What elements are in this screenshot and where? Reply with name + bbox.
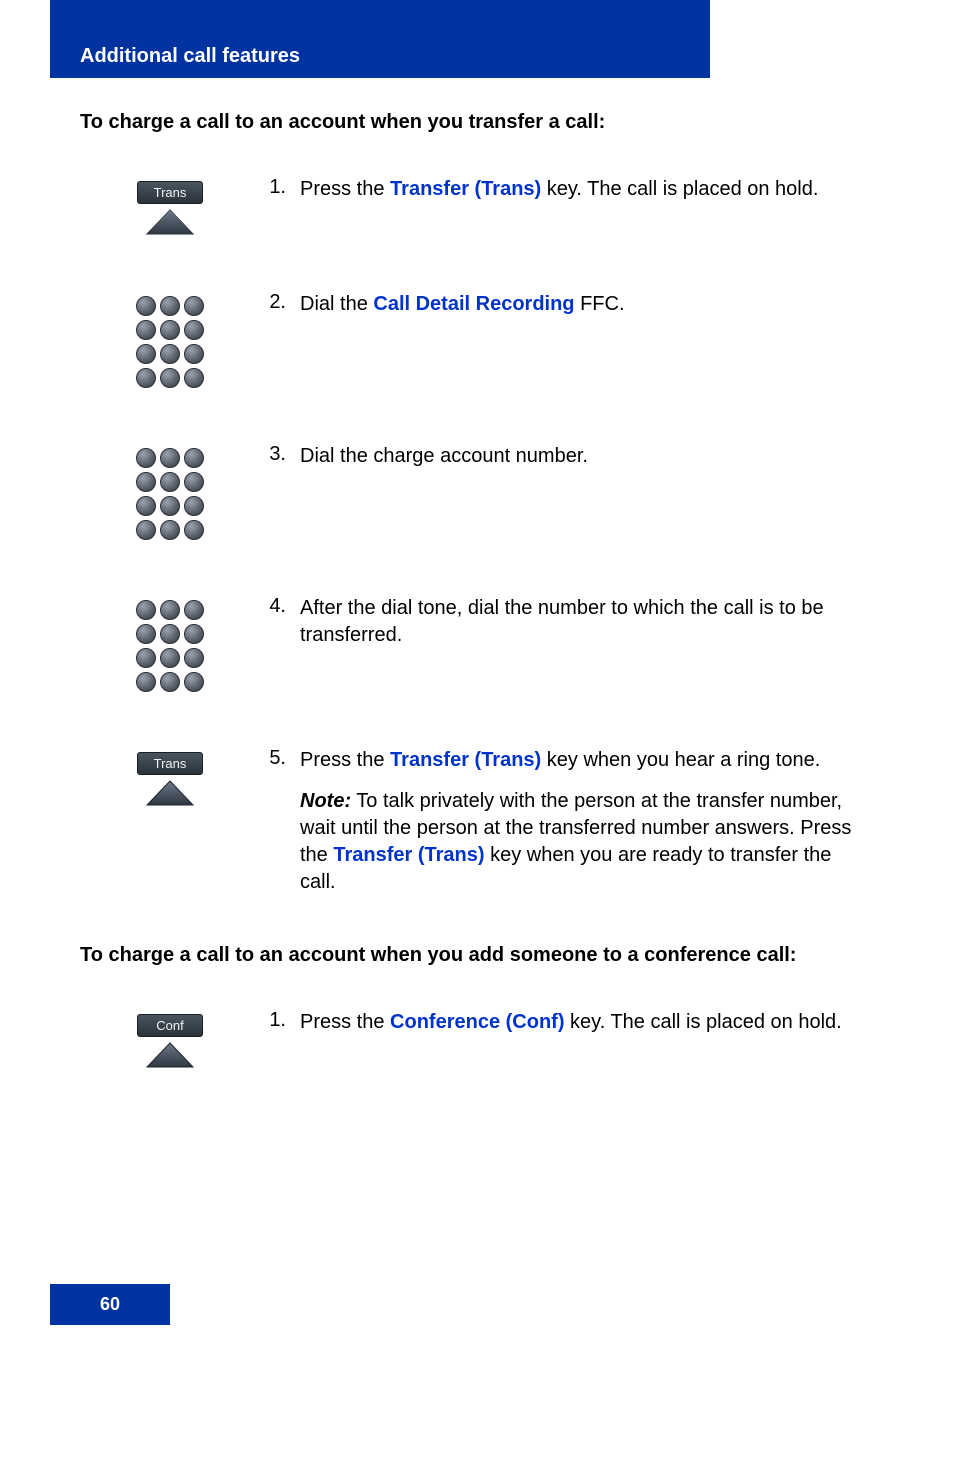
key-dot (136, 472, 156, 492)
key-dot (184, 368, 204, 388)
softkey-trans: Trans (137, 181, 203, 236)
key-dot (160, 344, 180, 364)
step-row: Trans 5. Press the Transfer (Trans) key … (80, 747, 854, 896)
step-text: Press the Transfer (Trans) key. The call… (300, 176, 854, 203)
key-dot (184, 672, 204, 692)
key-dot (160, 320, 180, 340)
key-dot (136, 344, 156, 364)
key-dot (136, 320, 156, 340)
icon-column (80, 595, 260, 692)
step-post: key. The call is placed on hold. (565, 1011, 842, 1033)
step-pre: After the dial tone, dial the number to … (300, 597, 824, 646)
key-dot (184, 320, 204, 340)
step-number: 1. (260, 176, 300, 199)
key-dot (160, 472, 180, 492)
step-link: Conference (Conf) (390, 1011, 564, 1033)
bottom-spacer (0, 1164, 954, 1284)
softkey-trans: Trans (137, 752, 203, 807)
step-text: Press the Conference (Conf) key. The cal… (300, 1009, 854, 1036)
key-dot (184, 472, 204, 492)
icon-column (80, 443, 260, 540)
key-dot (160, 296, 180, 316)
key-dot (184, 648, 204, 668)
page-number: 60 (50, 1284, 170, 1325)
key-dot (136, 496, 156, 516)
step-text: Dial the charge account number. (300, 443, 854, 470)
note-link: Transfer (Trans) (333, 844, 484, 866)
keypad-icon (136, 296, 204, 388)
keypad-icon (136, 600, 204, 692)
softkey-label: Trans (137, 752, 203, 775)
step-number: 1. (260, 1009, 300, 1032)
section1-heading: To charge a call to an account when you … (80, 108, 854, 136)
icon-column: Trans (80, 747, 260, 807)
step-row: Trans 1. Press the Transfer (Trans) key.… (80, 176, 854, 236)
step-number: 3. (260, 443, 300, 466)
note-label: Note: (300, 790, 351, 812)
key-dot (136, 672, 156, 692)
page-number-text: 60 (100, 1294, 120, 1314)
key-dot (184, 496, 204, 516)
key-dot (136, 648, 156, 668)
step-number: 5. (260, 747, 300, 770)
triangle-up-icon (145, 208, 195, 236)
softkey-label: Trans (137, 181, 203, 204)
triangle-up-icon (145, 1041, 195, 1069)
step-pre: Press the (300, 178, 390, 200)
top-stripe (50, 0, 710, 35)
section-header-text: Additional call features (80, 45, 300, 67)
step-number: 4. (260, 595, 300, 618)
key-dot (160, 624, 180, 644)
step-post: key. The call is placed on hold. (541, 178, 818, 200)
step-text: After the dial tone, dial the number to … (300, 595, 854, 649)
key-dot (160, 448, 180, 468)
step-post: FFC. (575, 293, 625, 315)
key-dot (160, 368, 180, 388)
step-link: Transfer (Trans) (390, 178, 541, 200)
key-dot (136, 296, 156, 316)
key-dot (136, 368, 156, 388)
key-dot (160, 496, 180, 516)
icon-column: Trans (80, 176, 260, 236)
key-dot (184, 344, 204, 364)
step-link: Transfer (Trans) (390, 749, 541, 771)
page-content: To charge a call to an account when you … (0, 78, 954, 1164)
key-dot (136, 520, 156, 540)
step-number: 2. (260, 291, 300, 314)
key-dot (184, 600, 204, 620)
softkey-label: Conf (137, 1014, 203, 1037)
key-dot (160, 672, 180, 692)
step-post: key when you hear a ring tone. (541, 749, 820, 771)
key-dot (136, 600, 156, 620)
key-dot (160, 648, 180, 668)
step-text: Press the Transfer (Trans) key when you … (300, 747, 854, 896)
key-dot (184, 448, 204, 468)
step-row: 4. After the dial tone, dial the number … (80, 595, 854, 692)
icon-column (80, 291, 260, 388)
keypad-icon (136, 448, 204, 540)
key-dot (136, 624, 156, 644)
key-dot (184, 296, 204, 316)
step-pre: Press the (300, 1011, 390, 1033)
step-row: Conf 1. Press the Conference (Conf) key.… (80, 1009, 854, 1069)
key-dot (160, 520, 180, 540)
step-pre: Dial the charge account number. (300, 445, 588, 467)
key-dot (136, 448, 156, 468)
note-block: Note: To talk privately with the person … (300, 788, 854, 896)
icon-column: Conf (80, 1009, 260, 1069)
step-pre: Press the (300, 749, 390, 771)
step-pre: Dial the (300, 293, 373, 315)
step-row: 3. Dial the charge account number. (80, 443, 854, 540)
section2-heading: To charge a call to an account when you … (80, 941, 854, 969)
section-header: Additional call features (50, 35, 710, 78)
step-row: 2. Dial the Call Detail Recording FFC. (80, 291, 854, 388)
step-link: Call Detail Recording (373, 293, 574, 315)
key-dot (184, 520, 204, 540)
softkey-conf: Conf (137, 1014, 203, 1069)
key-dot (184, 624, 204, 644)
triangle-up-icon (145, 779, 195, 807)
step-text: Dial the Call Detail Recording FFC. (300, 291, 854, 318)
key-dot (160, 600, 180, 620)
